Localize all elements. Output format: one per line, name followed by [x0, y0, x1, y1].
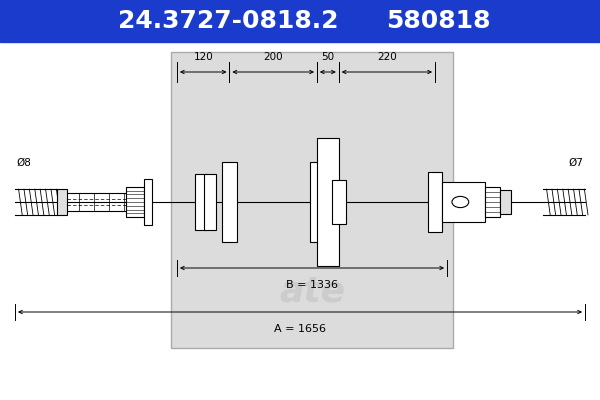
Text: ate: ate	[279, 275, 345, 309]
Text: 50: 50	[322, 52, 334, 62]
Bar	[500, 190, 511, 214]
Bar	[222, 162, 236, 242]
Bar	[310, 162, 324, 242]
Text: B = 1336: B = 1336	[286, 280, 338, 290]
Bar	[144, 179, 152, 225]
Text: 24.3727-0818.2: 24.3727-0818.2	[118, 9, 338, 33]
Text: 200: 200	[263, 52, 283, 62]
Text: 120: 120	[193, 52, 213, 62]
Bar	[332, 180, 346, 224]
Bar	[485, 187, 500, 217]
Bar	[126, 187, 144, 217]
Bar	[0, 0, 600, 42]
Bar	[195, 174, 207, 230]
Bar	[428, 172, 442, 232]
Bar	[171, 52, 453, 348]
Text: 220: 220	[377, 52, 397, 62]
Text: Ø7: Ø7	[568, 158, 583, 168]
Bar	[442, 182, 485, 222]
Bar	[317, 138, 339, 266]
Text: A = 1656: A = 1656	[274, 324, 326, 334]
Text: Ø8: Ø8	[17, 158, 32, 168]
Bar	[204, 174, 216, 230]
Bar	[57, 189, 67, 215]
Text: 580818: 580818	[386, 9, 490, 33]
